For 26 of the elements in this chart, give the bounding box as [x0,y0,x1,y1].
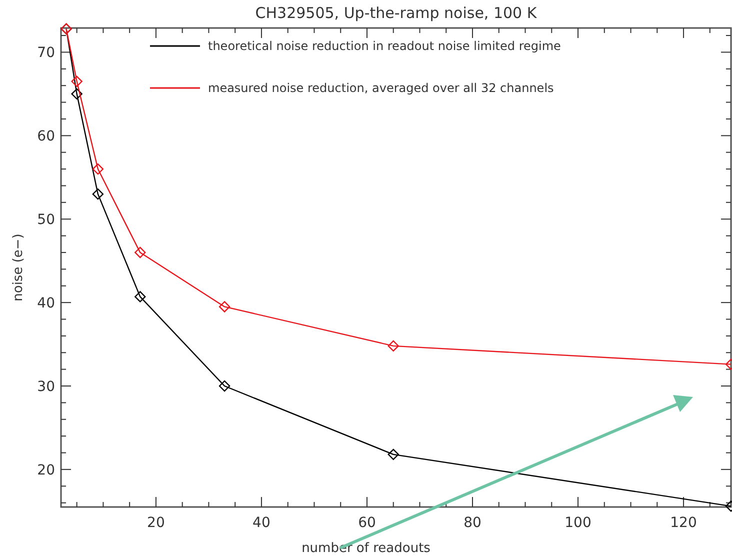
x-tick-label: 80 [464,515,482,531]
y-tick-label: 50 [37,212,55,228]
y-axis-title: noise (e−) [11,234,26,302]
point [92,163,104,175]
x-tick-label: 100 [564,515,592,531]
y-tick-label: 40 [37,296,55,312]
y-tick-label: 60 [37,128,55,145]
point [218,380,230,392]
chart-title: CH329505, Up-the-ramp noise, 100 K [255,4,538,22]
point [134,291,146,302]
y-tick-label: 30 [37,379,55,395]
legend-label: measured noise reduction, averaged over all 32 channels [208,81,554,95]
point [71,88,82,100]
x-tick-label: 40 [252,515,270,531]
point [92,188,104,200]
x-tick-label: 20 [147,515,165,531]
legend-label: theoretical noise reduction in readout noise limited regime [208,39,561,53]
point [218,301,230,312]
y-tick-label: 20 [37,462,55,478]
x-tick-label: 120 [670,515,697,531]
y-tick-label: 70 [37,45,55,62]
point [388,340,399,352]
point [134,246,146,258]
x-tick-label: 60 [358,515,376,531]
point [388,448,399,460]
point [71,76,82,88]
